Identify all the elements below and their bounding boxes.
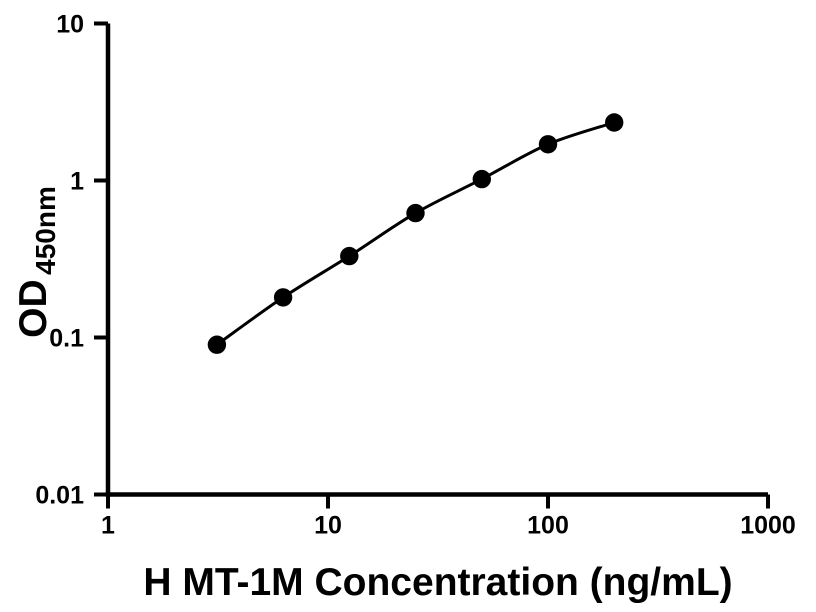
- data-point: [538, 135, 558, 154]
- data-point: [273, 288, 293, 307]
- y-tick-label: 10: [56, 11, 84, 39]
- y-tick-label: 0.1: [49, 325, 84, 353]
- x-tick-label: 100: [527, 512, 569, 540]
- x-axis-title: H MT-1M Concentration (ng/mL): [143, 561, 732, 604]
- x-tick-label: 1000: [740, 512, 796, 540]
- tick-labels-layer: 10 1 0.1 0.01 1 10 100 1000: [35, 11, 795, 540]
- y-axis-title-main: OD: [12, 279, 55, 338]
- axes-layer: [105, 23, 768, 497]
- ticks-layer: [94, 21, 770, 509]
- y-axis-title-subscript: 450nm: [30, 186, 61, 275]
- data-point: [406, 203, 425, 223]
- y-axis-title: OD 450nm: [12, 186, 61, 338]
- y-tick-label: 0.01: [35, 482, 84, 510]
- data-point: [472, 169, 491, 189]
- x-tick-label: 1: [101, 512, 115, 540]
- x-tick-label: 10: [314, 512, 342, 540]
- curve-line: [215, 121, 615, 346]
- data-point: [340, 246, 359, 266]
- plot-layer: [207, 113, 624, 354]
- data-point: [207, 335, 227, 354]
- data-point: [605, 113, 624, 132]
- y-tick-label: 1: [70, 168, 84, 196]
